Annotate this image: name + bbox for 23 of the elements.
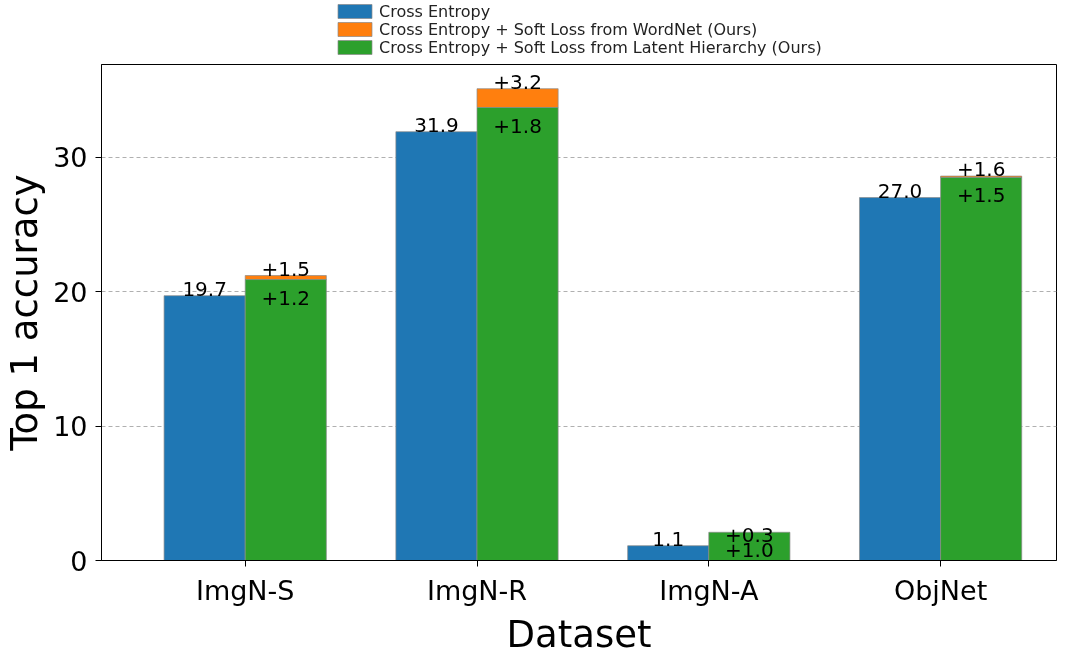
annotation: +1.5 — [956, 183, 1006, 208]
y-tick-label: 10 — [53, 411, 88, 443]
x-axis-title: Dataset — [506, 612, 652, 656]
legend-label: Cross Entropy + Soft Loss from Latent Hierarchy (Ours) — [379, 38, 822, 57]
y-tick-label: 30 — [53, 142, 88, 174]
legend-label: Cross Entropy + Soft Loss from WordNet (Ours) — [379, 20, 758, 39]
annotation: +3.2 — [493, 69, 542, 94]
data-label: 27.0 — [877, 178, 923, 203]
data-label: 19.7 — [182, 276, 227, 301]
annotation: +1.5 — [261, 256, 311, 281]
y-tick-label: 0 — [70, 545, 88, 577]
data-label: 1.1 — [652, 526, 685, 551]
annotation: +1.8 — [493, 113, 542, 138]
annotation: +1.6 — [956, 157, 1006, 182]
y-axis-title: Top 1 accuracy — [3, 174, 47, 452]
legend-label: Cross Entropy — [379, 2, 491, 21]
x-tick-label: ObjNet — [893, 574, 988, 606]
y-tick-label: 20 — [53, 276, 88, 308]
x-tick-label: ImgN-R — [426, 574, 528, 606]
x-tick-label: ImgN-S — [195, 574, 295, 606]
x-tick-label: ImgN-A — [659, 574, 759, 606]
data-label: 31.9 — [414, 112, 459, 137]
annotation: +1.2 — [261, 285, 311, 310]
